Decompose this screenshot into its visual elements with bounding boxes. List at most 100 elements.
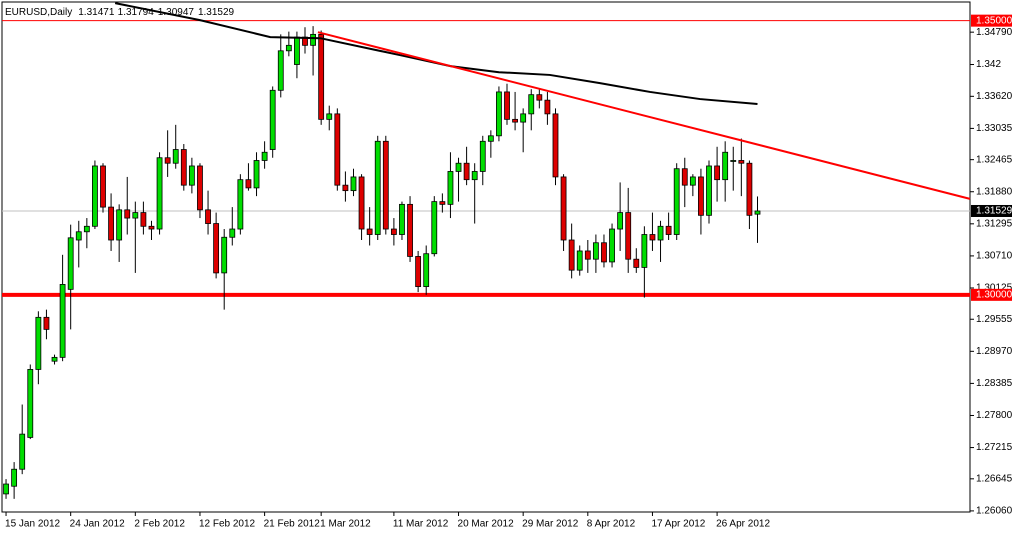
candle-body <box>237 179 244 230</box>
candle-body <box>455 162 462 172</box>
candle-body <box>673 168 680 235</box>
low-value: 1.30947 <box>158 7 195 18</box>
candle-body <box>180 149 187 186</box>
candle-body <box>164 157 171 164</box>
candle-body <box>407 203 413 257</box>
candle-body <box>512 118 518 123</box>
candle-body <box>520 113 527 123</box>
price-label-box <box>971 204 1012 217</box>
candle-body <box>132 212 139 219</box>
candle-body <box>706 165 712 216</box>
candle-body <box>431 201 438 255</box>
candle-body <box>479 140 486 172</box>
candle-body <box>382 140 389 230</box>
candle-body <box>11 468 18 487</box>
candle-body <box>374 140 381 235</box>
candle-body <box>213 223 220 274</box>
candle-body <box>576 250 583 271</box>
candle-body <box>92 165 98 227</box>
candle-body <box>657 225 664 241</box>
y-tick-label: 1.33620 <box>976 91 1013 102</box>
x-tick-label: 12 Feb 2012 <box>199 519 256 530</box>
candle-body <box>544 99 551 115</box>
price-label-box <box>971 14 1012 27</box>
candle-body <box>253 160 260 189</box>
candle-body <box>754 210 761 215</box>
candle-body <box>221 236 228 274</box>
price-label: 1.30000 <box>976 289 1013 300</box>
x-tick-label: 24 Jan 2012 <box>70 519 125 530</box>
moving-average <box>114 2 758 105</box>
x-tick-label: 26 Apr 2012 <box>716 519 770 530</box>
candle-body <box>649 234 656 241</box>
candle-body <box>399 203 405 235</box>
candle-body <box>75 231 82 241</box>
candle-body <box>27 369 34 438</box>
candle-body <box>722 151 729 181</box>
y-tick-label: 1.27800 <box>976 410 1013 421</box>
candle-body <box>172 149 179 164</box>
candle-body <box>609 228 615 263</box>
candle-body <box>665 225 672 235</box>
candle-body <box>261 151 268 161</box>
candle-body <box>568 239 575 271</box>
candle-body <box>285 44 292 52</box>
y-tick-label: 1.28970 <box>976 346 1013 357</box>
x-tick-label: 2 Feb 2012 <box>134 519 185 530</box>
price-label-box <box>971 288 1012 301</box>
candle-body <box>560 176 567 241</box>
y-tick-label: 1.27215 <box>976 442 1013 453</box>
candle-body <box>415 256 422 288</box>
y-tick-label: 1.26645 <box>976 473 1013 484</box>
candle-body <box>326 113 333 120</box>
candle-body <box>188 165 195 186</box>
candle-body <box>51 356 58 362</box>
candle-body <box>738 160 745 164</box>
x-tick-label: 21 Feb 2012 <box>264 519 321 530</box>
candle-body <box>197 165 203 211</box>
candle-body <box>294 36 300 65</box>
x-tick-label: 8 Apr 2012 <box>587 519 636 530</box>
candle-body <box>552 113 559 178</box>
candle-body <box>100 165 106 208</box>
y-tick-label: 1.30125 <box>976 283 1013 294</box>
candle-body <box>617 212 624 230</box>
candle-body <box>698 176 704 216</box>
y-tick-label: 1.29555 <box>976 314 1013 325</box>
candle-body <box>528 94 535 115</box>
y-tick-label: 1.31880 <box>976 186 1013 197</box>
chart-title: EURUSD,Daily 1.31471 1.31794 1.30947 1.31529 <box>5 7 235 18</box>
candle-body <box>536 94 543 101</box>
x-tick-label: 15 Jan 2012 <box>5 519 60 530</box>
candle-body <box>601 242 607 263</box>
y-tick-label: 1.26060 <box>976 506 1013 517</box>
x-tick-label: 17 Apr 2012 <box>651 519 705 530</box>
close-value: 1.31529 <box>198 7 235 18</box>
candle-body <box>366 228 373 235</box>
y-tick-label: 1.34790 <box>976 27 1013 38</box>
candle-body <box>59 284 66 358</box>
candle-body <box>245 179 252 189</box>
candle-body <box>463 162 470 181</box>
candle-body <box>681 168 688 186</box>
candle-body <box>714 165 720 181</box>
candle-body <box>633 258 640 268</box>
candle-body <box>83 225 90 233</box>
candle-body <box>439 201 446 205</box>
candle-body <box>19 433 26 470</box>
candle-body <box>447 171 454 205</box>
candle-body <box>358 176 365 230</box>
open-value: 1.31471 <box>78 7 115 18</box>
candle-body <box>584 250 591 260</box>
candle-body <box>423 253 430 288</box>
candle-body <box>108 206 114 241</box>
candle-body <box>124 209 131 219</box>
candle-body <box>746 162 753 216</box>
candle-body <box>504 91 510 120</box>
candle-body <box>487 135 494 142</box>
y-tick-label: 1.30710 <box>976 251 1013 262</box>
candle-body <box>140 212 147 227</box>
candle-body <box>318 33 325 120</box>
high-value: 1.31794 <box>118 7 155 18</box>
candle-body <box>116 209 123 241</box>
